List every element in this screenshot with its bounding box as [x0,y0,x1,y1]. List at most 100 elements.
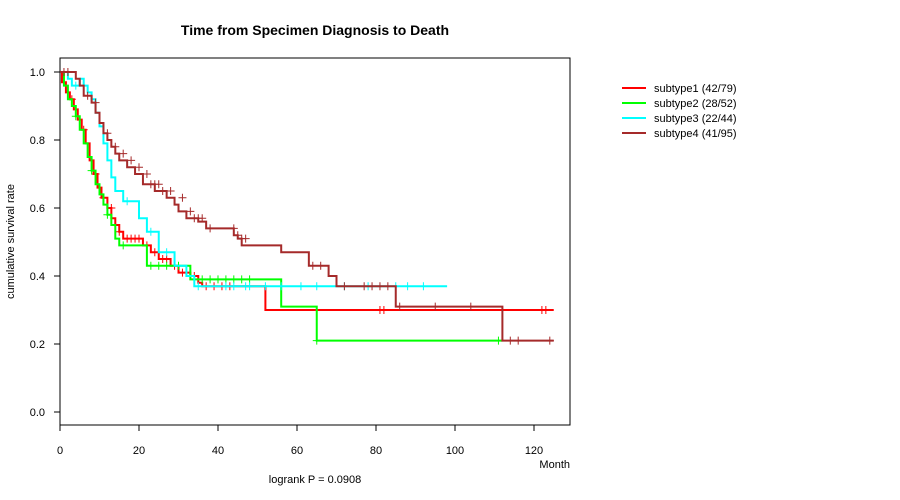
censor-mark [135,163,143,172]
censor-mark [162,255,171,263]
censor-mark [107,204,116,212]
censor-mark [127,156,136,165]
censor-mark [83,91,92,100]
censor-mark [103,210,112,219]
censor-mark [178,268,187,277]
censor-mark [277,282,286,291]
censor-mark [186,207,195,216]
censor-mark [115,227,124,236]
x-tick-label: 0 [57,445,63,457]
x-tick-label: 40 [212,445,224,457]
censor-mark [214,275,222,284]
censor-mark [233,231,242,240]
censor-mark [87,166,96,175]
censor-mark [158,187,167,195]
censor-mark [296,282,305,291]
censor-mark [368,282,377,291]
censor-mark [135,234,143,243]
censor-mark [541,306,550,314]
censor-mark [241,234,250,243]
censor-mark [146,227,155,236]
censor-mark [312,336,321,345]
censor-mark [142,170,151,178]
censor-mark [91,98,100,107]
x-tick-label: 60 [291,445,303,457]
censor-mark [206,275,215,284]
censor-mark [178,193,187,202]
x-tick-label: 80 [370,445,382,457]
censor-mark [146,261,155,270]
censor-mark [229,282,238,291]
censor-mark [312,282,321,291]
censor-mark [111,142,120,151]
legend: subtype1 (42/79) subtype2 (28/52) subtype3… [622,83,737,140]
series-2 [60,71,503,345]
y-axis: 0.0 0.2 0.4 0.6 0.8 1.0 [30,67,60,419]
censor-mark [71,112,80,121]
censor-mark [198,275,207,284]
censor-mark [229,275,238,284]
x-tick-label: 20 [133,445,145,457]
legend-label: subtype1 (42/79) [654,83,737,95]
y-tick-label: 0.4 [30,271,45,283]
series-3 [60,71,448,291]
censor-mark [154,261,163,270]
censor-mark [308,261,317,270]
censor-mark [360,282,369,291]
censor-mark [506,336,515,345]
censor-mark [119,149,128,158]
survival-curves [59,68,554,345]
x-axis: 0 20 40 60 80 100 120 [57,425,543,457]
legend-label: subtype3 (22/44) [654,113,737,125]
y-tick-label: 0.2 [30,339,45,351]
censor-mark [119,241,128,250]
censor-mark [198,214,207,223]
censor-mark [395,302,404,311]
censor-mark [245,275,254,284]
censor-mark [154,180,163,189]
censor-mark [162,261,171,270]
censor-mark [103,129,112,138]
x-axis-label: Month [539,459,570,471]
logrank-annotation: logrank P = 0.0908 [269,474,361,486]
legend-label: subtype4 (41/95) [654,128,737,140]
censor-mark [229,224,238,233]
series-line [60,71,503,342]
censor-mark [261,282,270,291]
series-line [60,71,554,342]
y-tick-label: 1.0 [30,67,45,79]
censor-mark [162,248,171,257]
x-tick-label: 120 [525,445,543,457]
y-tick-label: 0.8 [30,135,45,147]
censor-mark [237,275,246,284]
series-line [60,71,554,311]
censor-mark [545,336,554,345]
censor-mark [194,282,203,291]
censor-mark [63,68,72,76]
series-1 [60,71,554,314]
censor-mark [431,302,440,311]
plot-frame [59,57,571,426]
censor-mark [316,261,325,270]
series-line [60,71,448,288]
series-4 [59,68,554,345]
y-axis-label: cumulative survival rate [5,184,17,299]
legend-label: subtype2 (28/52) [654,98,737,110]
censor-mark [71,81,80,90]
censor-mark [375,282,384,291]
chart-title: Time from Specimen Diagnosis to Death [181,22,449,38]
censor-mark [403,282,412,291]
censor-mark [514,336,523,345]
x-tick-label: 100 [446,445,464,457]
censor-mark [150,248,159,257]
censor-mark [221,275,230,284]
censor-mark [245,282,254,291]
censor-mark [123,197,132,206]
censor-mark [166,187,175,195]
censor-mark [206,224,215,233]
y-tick-label: 0.6 [30,203,45,215]
censor-mark [379,306,388,314]
censor-mark [340,282,349,291]
censor-mark [419,282,428,291]
